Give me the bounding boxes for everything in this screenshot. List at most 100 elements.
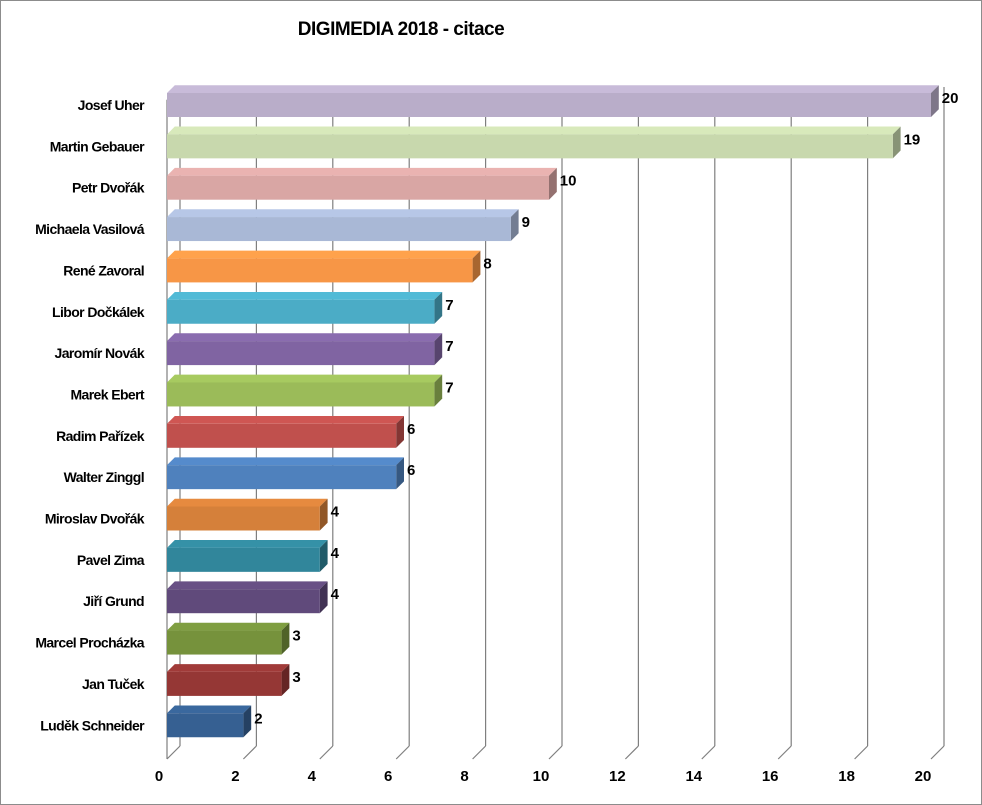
category-label: Miroslav Dvořák [45, 511, 145, 527]
bar-side [472, 250, 481, 283]
bar-side [510, 209, 519, 242]
category-label: Petr Dvořák [72, 180, 145, 196]
bar [167, 93, 931, 117]
bar [167, 589, 320, 614]
gridline-floor [854, 745, 869, 760]
bar-top [167, 209, 519, 218]
bar [167, 547, 320, 572]
data-label: 7 [445, 338, 453, 355]
gridline-floor [472, 745, 487, 760]
bar-side [319, 498, 328, 531]
bar [167, 217, 511, 242]
bar [167, 465, 397, 490]
bar-side [281, 622, 290, 655]
bar-top [167, 416, 404, 424]
bar-top [167, 291, 443, 300]
bar-side [243, 705, 252, 738]
bar [167, 258, 473, 283]
category-label: Martin Gebauer [50, 138, 145, 154]
x-tick-label: 8 [460, 768, 468, 785]
x-tick-label: 12 [609, 768, 626, 785]
gridline-floor [624, 745, 639, 760]
bar-top [167, 705, 252, 714]
category-label: René Zavoral [63, 262, 144, 278]
bar [167, 299, 435, 324]
x-tick-label: 2 [231, 768, 239, 785]
data-label: 20 [942, 90, 959, 107]
category-label: Marek Ebert [70, 386, 144, 402]
bar-top [167, 498, 328, 507]
data-label: 6 [407, 421, 415, 438]
data-label: 6 [407, 462, 415, 479]
bar-top [167, 581, 328, 590]
bar-side [434, 374, 443, 407]
data-label: 3 [292, 669, 300, 686]
x-tick-label: 16 [762, 768, 779, 785]
bar-top [167, 374, 443, 383]
x-tick-label: 14 [685, 768, 702, 785]
bar-top [167, 664, 290, 672]
bar-top [167, 85, 939, 93]
data-label: 7 [445, 297, 453, 314]
data-label: 4 [331, 586, 340, 603]
bar-top [167, 250, 481, 259]
data-label: 4 [331, 504, 340, 521]
category-label: Radim Pařízek [56, 428, 145, 444]
bar-side [281, 664, 290, 696]
bar-top [167, 126, 901, 135]
bar-side [434, 291, 443, 324]
data-label: 4 [331, 545, 340, 562]
data-label: 9 [522, 214, 530, 231]
gridline-floor [777, 745, 792, 760]
bar-side [931, 85, 939, 117]
gridline-floor [930, 745, 945, 760]
x-tick-label: 0 [155, 768, 163, 785]
bar-side [396, 457, 404, 490]
bar-top [167, 540, 328, 548]
bar [167, 671, 282, 696]
x-tick-label: 18 [838, 768, 855, 785]
data-label: 3 [292, 628, 300, 645]
bar-side [319, 540, 328, 572]
bar-top [167, 333, 443, 342]
data-label: 7 [445, 379, 453, 396]
bar-side [549, 167, 557, 200]
category-label: Michaela Vasilová [35, 221, 145, 237]
bar-side [396, 416, 404, 448]
gridline-floor [701, 745, 716, 760]
bar-side [892, 126, 901, 159]
data-label: 10 [560, 173, 577, 190]
bar-top [167, 622, 290, 631]
bar-top [167, 457, 404, 466]
bar [167, 506, 320, 531]
bar-top [167, 167, 557, 176]
category-label: Walter Zinggl [64, 469, 144, 485]
category-label: Libor Dočkálek [52, 304, 145, 320]
bar-side [319, 581, 328, 614]
data-label: 8 [483, 255, 491, 272]
category-label: Jaromír Novák [55, 345, 145, 361]
x-tick-label: 10 [533, 768, 550, 785]
category-label: Jan Tuček [82, 676, 145, 692]
bar-side [434, 333, 443, 366]
gridline-floor [395, 745, 410, 760]
bar [167, 175, 549, 200]
bar [167, 713, 244, 738]
gridline-floor [242, 745, 257, 760]
category-label: Marcel Procházka [35, 635, 144, 651]
bar [167, 134, 893, 159]
bar [167, 382, 435, 407]
chart-title: DIGIMEDIA 2018 - citace [297, 19, 505, 40]
bar [167, 423, 397, 448]
category-label: Luděk Schneider [40, 717, 145, 733]
category-label: Josef Uher [78, 97, 146, 113]
gridline-floor [548, 745, 563, 760]
x-tick-label: 6 [384, 768, 392, 785]
x-tick-label: 4 [308, 768, 317, 785]
category-label: Pavel Zima [77, 552, 145, 568]
category-label: Jiří Grund [83, 593, 144, 609]
x-tick-label: 20 [915, 768, 932, 785]
bar [167, 630, 282, 655]
